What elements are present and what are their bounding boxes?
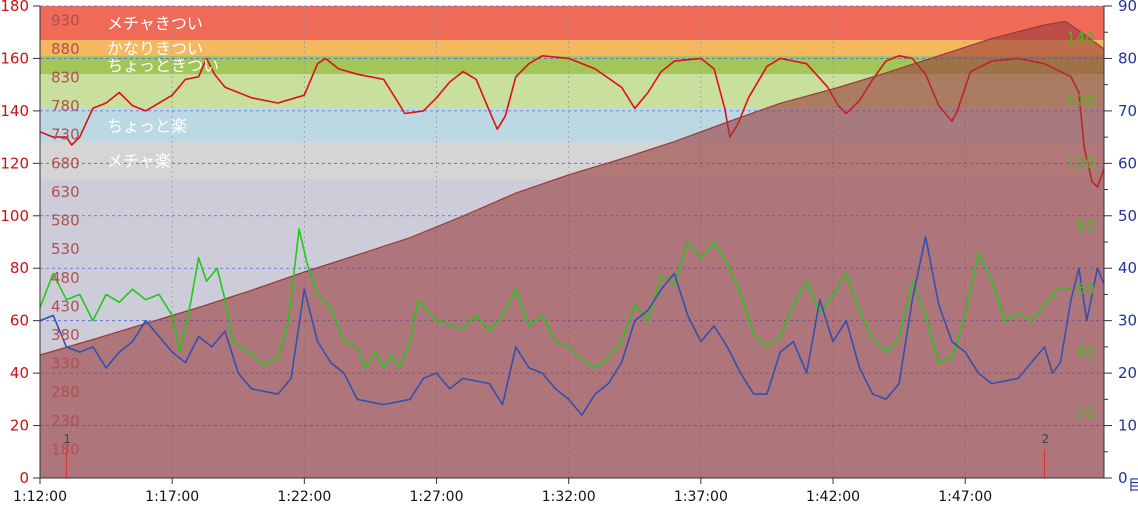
elevation-line	[39, 20, 1105, 356]
green-tick-label-1: 40	[1076, 343, 1095, 361]
right-axis: 0 10 20 30 40 50 60 70 80 90 目	[1103, 0, 1138, 494]
elevation-tick-label-14: 880	[51, 40, 80, 58]
elevation-tick-label-2: 280	[51, 383, 80, 401]
elevation-tick-label-0: 180	[51, 440, 80, 458]
left-tick-label-2: 40	[10, 364, 29, 382]
hr-zone-label-2: ちょっときつい	[107, 56, 219, 75]
elevation-tick-label-5: 430	[51, 297, 80, 315]
right-tick-label-8: 80	[1118, 49, 1137, 67]
hr-zone-label-5: メチャ楽	[107, 152, 171, 171]
right-tick-label-4: 40	[1118, 259, 1137, 277]
hr-zone-label-4: ちょっと楽	[107, 116, 187, 135]
left-tick-label-8: 160	[0, 49, 29, 67]
left-tick-label-9: 180	[0, 0, 29, 15]
x-axis: 1:12:00 1:17:00 1:22:00 1:27:00 1:32:00 1:37:…	[13, 477, 1104, 505]
elevation-tick-label-15: 930	[51, 11, 80, 29]
right-tick-label-1: 10	[1118, 417, 1137, 435]
right-tick-label-9: 90	[1118, 0, 1137, 15]
right-tick-label-7: 70	[1118, 102, 1137, 120]
x-tick-label-5: 1:37:00	[674, 489, 728, 505]
lap-label-0: 1	[63, 432, 71, 446]
elevation-area	[40, 21, 1104, 479]
right-tick-label-3: 30	[1118, 312, 1137, 330]
elevation-tick-label-10: 680	[51, 154, 80, 172]
elevation-tick-label-11: 730	[51, 126, 80, 144]
elevation-tick-label-8: 580	[51, 212, 80, 230]
right-tick-label-5: 50	[1118, 207, 1137, 225]
series-line-2	[39, 228, 1071, 369]
elevation-tick-label-1: 230	[51, 412, 80, 430]
elevation-axis: 180 230 280 330 380 430 480 530 580 630 680 730 780 8…	[51, 11, 80, 458]
lap-label-1: 2	[1042, 432, 1050, 446]
x-tick-label-3: 1:27:00	[410, 489, 464, 505]
green-tick-label-3: 80	[1076, 217, 1095, 235]
elevation-tick-label-7: 530	[51, 240, 80, 258]
right-tick-label-2: 20	[1118, 364, 1137, 382]
left-axis: 0 20 40 60 80 100 120 140 160 180	[0, 0, 41, 487]
left-tick-label-1: 20	[10, 417, 29, 435]
hr-zone-band-1	[40, 40, 1104, 56]
elevation-tick-label-3: 330	[51, 355, 80, 373]
elevation-tick-label-13: 830	[51, 69, 80, 87]
left-tick-label-3: 60	[10, 312, 29, 330]
hr-zone-label-0: メチャきつい	[107, 14, 203, 33]
x-tick-label-0: 1:12:00	[13, 489, 67, 505]
left-tick-label-7: 140	[0, 102, 29, 120]
elevation-tick-label-12: 780	[51, 97, 80, 115]
right-tick-label-0: 0	[1118, 469, 1128, 487]
hr-zone-band-2	[40, 55, 1104, 75]
right-tick-label-6: 60	[1118, 154, 1137, 172]
green-tick-label-0: 20	[1076, 404, 1095, 422]
elevation-tick-label-4: 380	[51, 326, 80, 344]
x-tick-label-7: 1:47:00	[938, 489, 992, 505]
x-tick-label-6: 1:42:00	[806, 489, 860, 505]
right-axis-unit: 目	[1128, 476, 1138, 494]
elevation-tick-label-6: 480	[51, 269, 80, 287]
series-line-3	[39, 236, 1105, 416]
hr-zone-label-1: かなりきつい	[107, 39, 203, 58]
series-layer	[39, 20, 1105, 479]
green-tick-label-5: 120	[1066, 92, 1095, 110]
hr-zone-band-0	[40, 6, 1104, 41]
x-tick-label-1: 1:17:00	[145, 489, 199, 505]
green-tick-label-4: 100	[1066, 154, 1095, 172]
green-axis: 20 40 60 80 100 120 140	[1066, 29, 1095, 422]
x-tick-label-4: 1:32:00	[542, 489, 596, 505]
elevation-tick-label-9: 630	[51, 183, 80, 201]
green-tick-label-6: 140	[1066, 29, 1095, 47]
left-tick-label-0: 0	[19, 469, 29, 487]
x-tick-label-2: 1:22:00	[277, 489, 331, 505]
left-tick-label-6: 120	[0, 154, 29, 172]
left-tick-label-5: 100	[0, 207, 29, 225]
left-tick-label-4: 80	[10, 259, 29, 277]
green-tick-label-2: 60	[1076, 280, 1095, 298]
